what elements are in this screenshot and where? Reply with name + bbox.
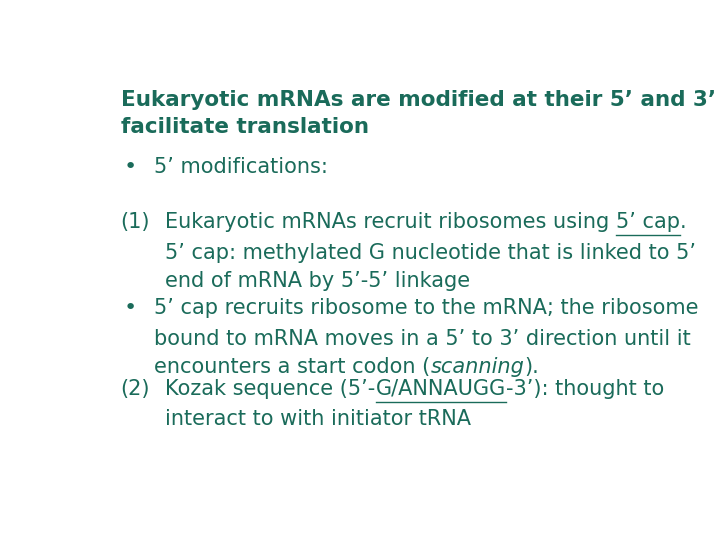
Text: 5’ cap: 5’ cap <box>616 212 680 232</box>
Text: 5’ cap recruits ribosome to the mRNA; the ribosome: 5’ cap recruits ribosome to the mRNA; th… <box>154 299 698 319</box>
Text: (2): (2) <box>121 379 150 399</box>
Text: .: . <box>680 212 687 232</box>
Text: (1): (1) <box>121 212 150 232</box>
Text: end of mRNA by 5’-5’ linkage: end of mRNA by 5’-5’ linkage <box>166 271 470 291</box>
Text: G/ANNAUGG: G/ANNAUGG <box>376 379 506 399</box>
Text: 5’ modifications:: 5’ modifications: <box>154 157 328 177</box>
Text: 5’ cap: methylated G nucleotide that is linked to 5’: 5’ cap: methylated G nucleotide that is … <box>166 243 696 263</box>
Text: Eukaryotic mRNAs are modified at their 5’ and 3’ ends to: Eukaryotic mRNAs are modified at their 5… <box>121 90 720 110</box>
Text: •: • <box>124 299 137 319</box>
Text: ).: ). <box>524 357 539 377</box>
Text: interact to with initiator tRNA: interact to with initiator tRNA <box>166 409 472 429</box>
Text: bound to mRNA moves in a 5’ to 3’ direction until it: bound to mRNA moves in a 5’ to 3’ direct… <box>154 329 691 349</box>
Text: encounters a start codon (: encounters a start codon ( <box>154 357 431 377</box>
Text: Kozak sequence (5’-: Kozak sequence (5’- <box>166 379 376 399</box>
Text: -3’): thought to: -3’): thought to <box>506 379 664 399</box>
Text: scanning: scanning <box>431 357 524 377</box>
Text: facilitate translation: facilitate translation <box>121 117 369 137</box>
Text: Eukaryotic mRNAs recruit ribosomes using: Eukaryotic mRNAs recruit ribosomes using <box>166 212 616 232</box>
Text: •: • <box>124 157 137 177</box>
